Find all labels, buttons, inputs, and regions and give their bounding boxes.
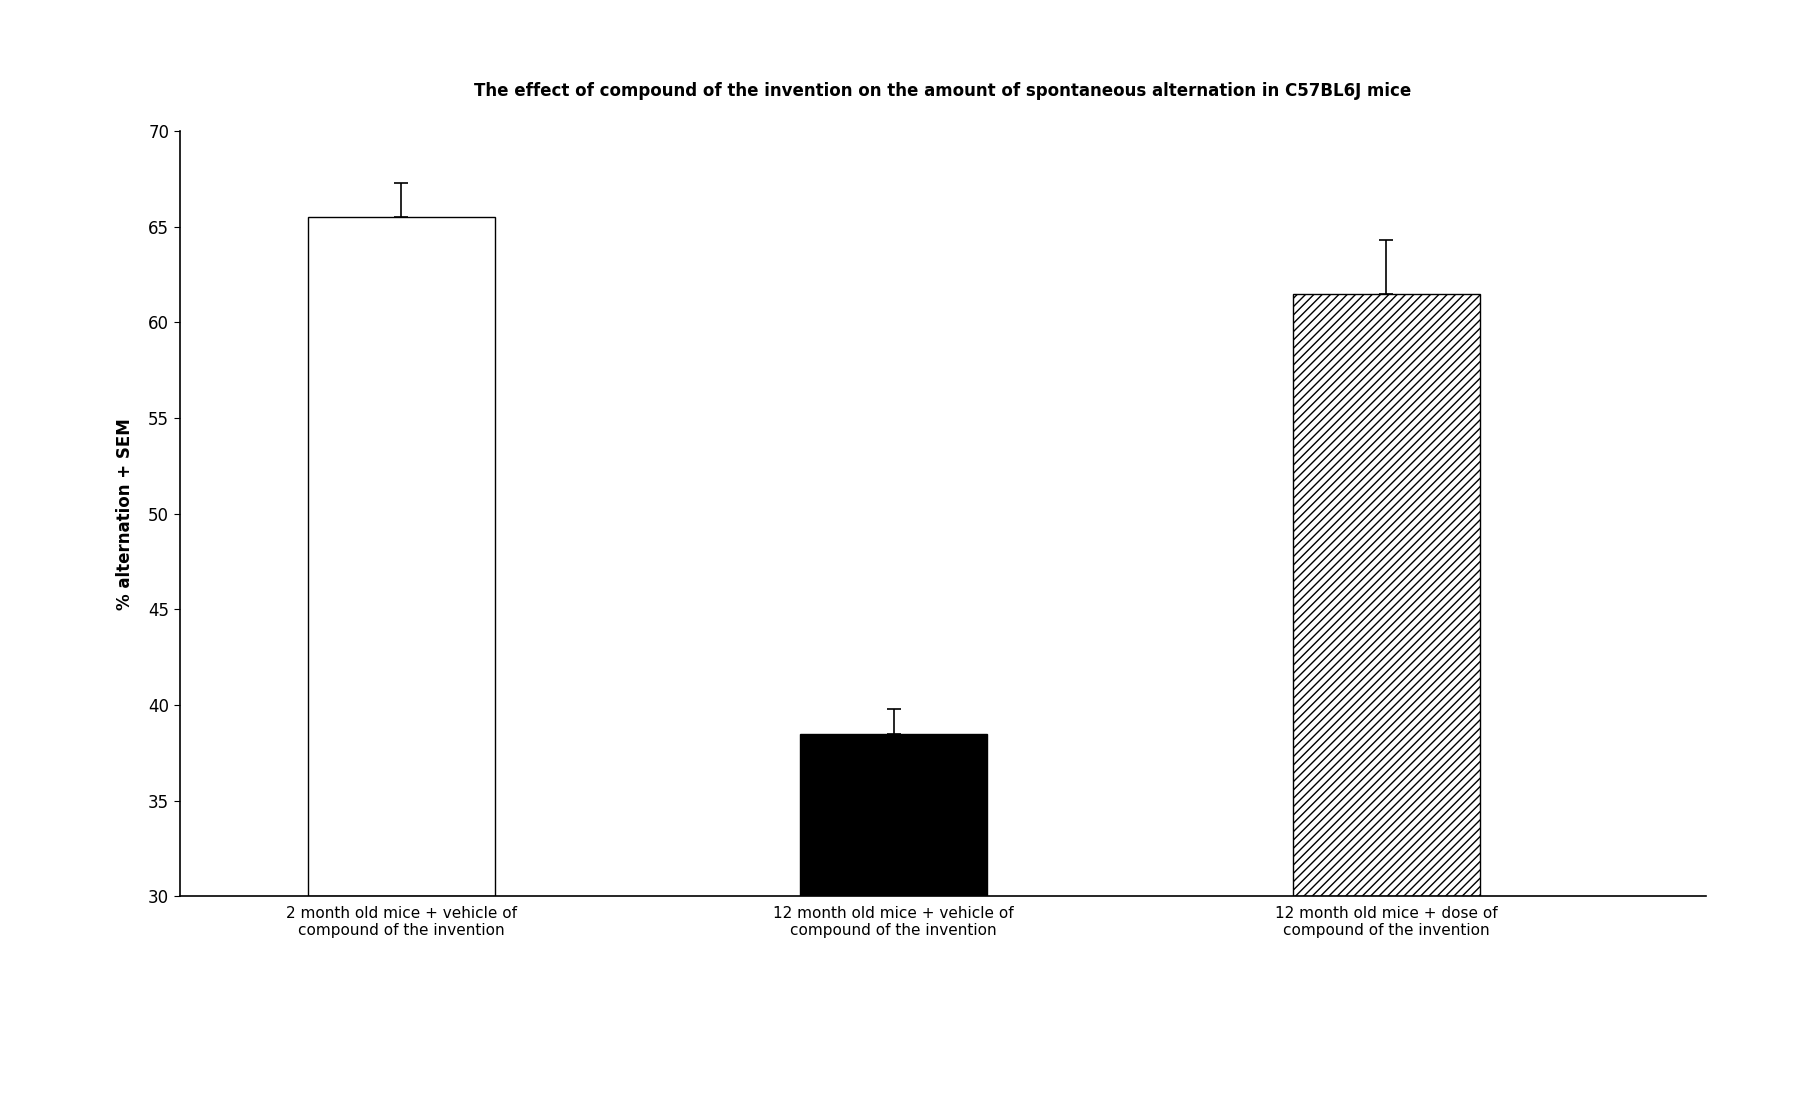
Bar	[799, 733, 988, 896]
Bar	[1293, 294, 1480, 896]
Bar	[307, 218, 494, 896]
Y-axis label: % alternation + SEM: % alternation + SEM	[117, 418, 135, 610]
Title: The effect of compound of the invention on the amount of spontaneous alternation: The effect of compound of the invention …	[474, 82, 1412, 101]
